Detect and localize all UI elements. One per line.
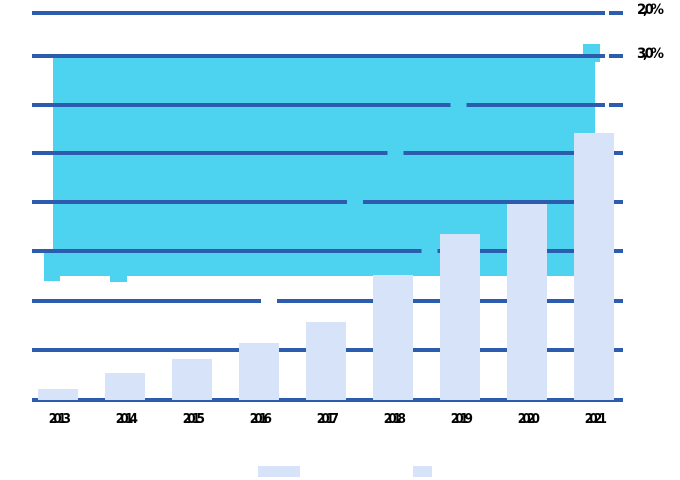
x-axis-label-2018: 2018: [383, 412, 406, 427]
right-axis-label: 2,0%: [637, 2, 664, 18]
legend-swatch: [258, 466, 300, 477]
x-axis-label-2017: 2017: [316, 412, 339, 427]
right-axis-tick: [609, 200, 623, 204]
right-axis-tick: [609, 11, 623, 15]
bar-2020: [507, 204, 547, 400]
bar-2019: [440, 234, 480, 400]
x-axis-label-2015: 2015: [182, 412, 205, 427]
area-series-marker: [110, 270, 127, 282]
right-axis-label: 3,0%: [637, 46, 664, 62]
bar-2013: [38, 389, 78, 400]
x-axis-label-2013: 2013: [48, 412, 71, 427]
right-axis-tick: [609, 54, 623, 58]
bar-2018: [373, 275, 413, 400]
area-series-band: [53, 57, 595, 276]
gridline: [32, 11, 605, 15]
right-axis-tick: [609, 249, 623, 253]
bar-2017: [306, 322, 346, 400]
gridline: [32, 299, 605, 303]
x-axis-line: [32, 398, 623, 402]
right-axis-tick: [609, 151, 623, 155]
bar-2021: [574, 133, 614, 400]
bar-2015: [172, 359, 212, 400]
x-axis-label-2021: 2021: [584, 412, 607, 427]
right-axis-tick: [609, 398, 623, 402]
gridline: [32, 103, 605, 107]
x-axis-label-2019: 2019: [450, 412, 473, 427]
legend-swatch: [413, 466, 432, 477]
x-axis-label-2014: 2014: [115, 412, 138, 427]
x-axis-label-2020: 2020: [517, 412, 540, 427]
right-axis-tick: [609, 103, 623, 107]
area-series-marker: [44, 253, 60, 281]
bar-2016: [239, 343, 279, 400]
x-axis-label-2016: 2016: [249, 412, 272, 427]
gridline: [32, 151, 605, 155]
right-axis-tick: [609, 299, 623, 303]
gridline: [32, 200, 605, 204]
gridline: [32, 249, 605, 253]
bar-2014: [105, 373, 145, 400]
right-axis-tick: [609, 348, 623, 352]
gridline: [32, 54, 605, 58]
